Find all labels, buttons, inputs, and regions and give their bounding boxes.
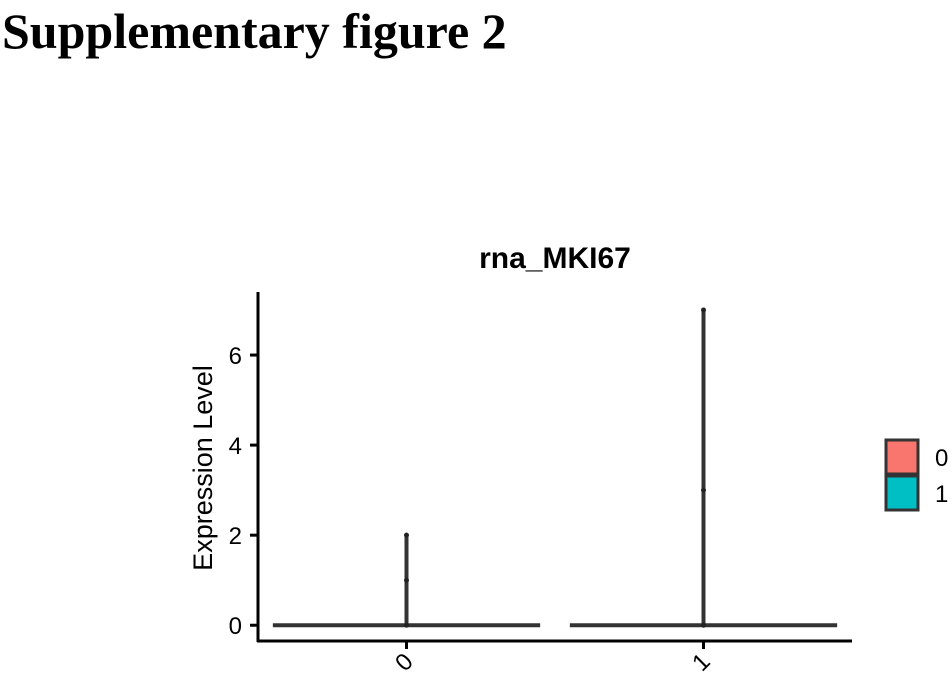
page-title: Supplementary figure 2 — [2, 3, 507, 59]
x-tick-label: 1 — [687, 648, 716, 677]
legend-label: 1 — [935, 481, 948, 508]
point — [404, 622, 409, 628]
legend-label: 0 — [935, 445, 948, 472]
y-tick-label: 2 — [229, 523, 242, 550]
point — [701, 622, 706, 628]
y-axis-label: Expression Level — [188, 365, 218, 571]
y-tick-label: 0 — [229, 613, 242, 640]
point — [404, 532, 409, 538]
point — [701, 487, 706, 493]
legend-key — [884, 438, 920, 476]
point — [701, 307, 706, 313]
y-tick-label: 6 — [229, 343, 242, 370]
chart-title: rna_MKI67 — [479, 242, 631, 275]
point — [404, 577, 409, 583]
x-tick-label: 0 — [390, 648, 419, 677]
y-tick-label: 4 — [229, 433, 242, 460]
legend-key — [884, 474, 920, 512]
